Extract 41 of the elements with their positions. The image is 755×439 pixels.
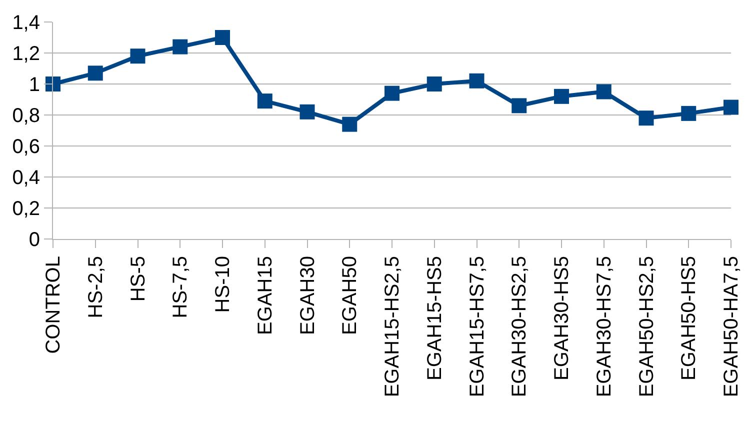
x-tick-label: EGAH50-HA7,5 (720, 256, 742, 398)
y-tick-label: 0,6 (12, 136, 40, 158)
x-tick-label: EGAH15-HS7,5 (466, 256, 488, 398)
x-tick-label: HS-7,5 (170, 256, 192, 318)
point (88, 66, 103, 81)
point (130, 48, 146, 64)
x-tick-label: HS-10 (212, 256, 234, 313)
y-tick-label: 0,4 (12, 167, 40, 189)
point (300, 104, 315, 120)
x-tick-label: HS-2,5 (84, 256, 107, 318)
point (596, 84, 612, 100)
y-tick-label: 1 (28, 74, 40, 96)
x-tick-label: EGAH15-HS5 (424, 256, 446, 380)
point (215, 30, 230, 45)
x-tick-label: EGAH50-HS2,5 (636, 256, 658, 398)
y-tick-label: 0 (28, 229, 40, 251)
point (554, 88, 569, 104)
x-tick-label: EGAH50 (339, 256, 362, 335)
y-tick-label: 1,2 (12, 43, 40, 65)
x-tick-label: EGAH30-HS7,5 (593, 256, 616, 398)
point (681, 106, 696, 121)
x-tick-label: EGAH15 (254, 256, 276, 335)
x-tick-label: CONTROL (42, 256, 64, 354)
x-tick-label: EGAH50-HS5 (678, 256, 700, 380)
point (257, 94, 272, 109)
point (469, 73, 484, 88)
x-tick-label: EGAH30 (296, 256, 319, 335)
point (172, 39, 188, 54)
point (426, 76, 442, 92)
point (724, 100, 738, 115)
y-tick-label: 0,8 (12, 105, 40, 127)
x-tick-label: HS-5 (127, 256, 150, 302)
x-tick-label: EGAH30-HS5 (551, 256, 573, 380)
x-tick-label: EGAH15-HS2,5 (382, 256, 404, 398)
point (638, 110, 654, 126)
point (512, 98, 527, 114)
y-tick-label: 0,2 (12, 198, 40, 220)
x-tick-label: EGAH30-HS2,5 (508, 256, 531, 398)
point (342, 116, 358, 132)
point (384, 86, 400, 101)
y-tick-label: 1,4 (12, 12, 40, 34)
